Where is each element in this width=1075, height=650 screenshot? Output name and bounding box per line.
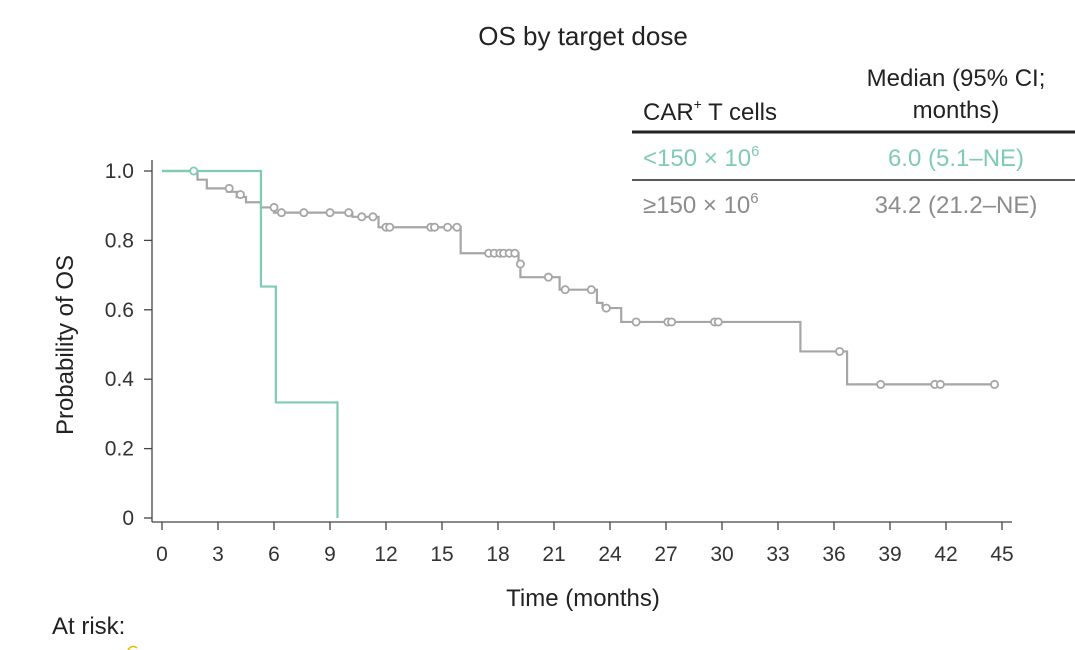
- censor-mark: [325, 208, 335, 218]
- x-tick-label: 0: [156, 543, 168, 566]
- censor-mark: [385, 222, 395, 232]
- series-1: [162, 166, 339, 518]
- y-axis-label: Probability of OS: [52, 255, 79, 435]
- censor-mark: [269, 202, 279, 212]
- legend-series2-label: ≥150 × 106: [643, 190, 759, 219]
- censor-mark: [835, 346, 845, 356]
- y-tick-label: 0.4: [105, 368, 135, 391]
- x-axis-ticks: 0 3 6 9 12 15 18 21 24 27 30 33 36 39 42 45: [156, 522, 1014, 566]
- footer-partial-mark: [127, 645, 138, 650]
- x-tick-label: 33: [766, 543, 789, 566]
- censor-mark: [631, 317, 641, 327]
- x-tick-label: 9: [324, 543, 336, 566]
- censor-mark: [560, 285, 570, 295]
- x-tick-label: 42: [934, 543, 957, 566]
- x-tick-label: 3: [212, 543, 224, 566]
- legend-series2-median: 34.2 (21.2–NE): [875, 192, 1038, 219]
- censor-mark: [368, 212, 378, 222]
- censor-mark: [224, 183, 234, 193]
- censor-mark: [515, 259, 525, 269]
- legend-header-group: CAR+ T cells: [643, 96, 777, 126]
- at-risk-label: At risk:: [52, 613, 125, 640]
- censor-mark: [299, 208, 309, 218]
- survival-curve-1: [162, 169, 339, 518]
- censor-mark: [344, 208, 354, 218]
- x-tick-label: 12: [374, 543, 397, 566]
- legend-header-median-line2: months): [913, 97, 1000, 124]
- legend-series1-median: 6.0 (5.1–NE): [888, 145, 1024, 172]
- censor-mark: [430, 222, 440, 232]
- legend-header-median-line1: Median (95% CI;: [867, 65, 1046, 92]
- censor-mark: [990, 379, 1000, 389]
- y-axis-ticks: 0 0.2 0.4 0.6 0.8 1.0: [105, 160, 152, 530]
- censor-mark: [586, 285, 596, 295]
- x-tick-label: 24: [598, 543, 622, 566]
- x-tick-label: 27: [654, 543, 677, 566]
- legend: CAR+ T cells Median (95% CI; months) <15…: [632, 65, 1075, 219]
- y-tick-label: 1.0: [105, 160, 134, 183]
- censor-mark: [235, 190, 245, 200]
- censor-mark: [452, 222, 462, 232]
- x-tick-label: 36: [822, 543, 845, 566]
- legend-series1-label: <150 × 106: [643, 143, 759, 172]
- x-tick-label: 21: [542, 543, 565, 566]
- x-tick-label: 45: [990, 543, 1013, 566]
- censor-mark: [876, 379, 886, 389]
- series-layer: [162, 166, 1000, 518]
- y-tick-label: 0: [122, 507, 134, 530]
- censor-mark: [935, 379, 945, 389]
- x-tick-label: 39: [878, 543, 901, 566]
- y-tick-label: 0.2: [105, 438, 134, 461]
- x-tick-label: 15: [430, 543, 453, 566]
- censor-mark: [276, 208, 286, 218]
- censor-mark: [601, 303, 611, 313]
- y-tick-label: 0.6: [105, 299, 134, 322]
- censor-mark: [443, 222, 453, 232]
- chart-title: OS by target dose: [478, 21, 688, 51]
- series-2: [162, 169, 1000, 389]
- censor-mark: [667, 317, 677, 327]
- x-axis-label: Time (months): [506, 585, 660, 612]
- x-tick-label: 6: [268, 543, 280, 566]
- y-tick-label: 0.8: [105, 229, 134, 252]
- survival-curve-2: [162, 169, 995, 386]
- censor-mark: [713, 317, 723, 327]
- x-tick-label: 30: [710, 543, 733, 566]
- censor-mark: [510, 248, 520, 258]
- censor-mark: [357, 212, 367, 222]
- censor-mark: [543, 272, 553, 282]
- x-tick-label: 18: [486, 543, 509, 566]
- censor-mark: [189, 166, 199, 176]
